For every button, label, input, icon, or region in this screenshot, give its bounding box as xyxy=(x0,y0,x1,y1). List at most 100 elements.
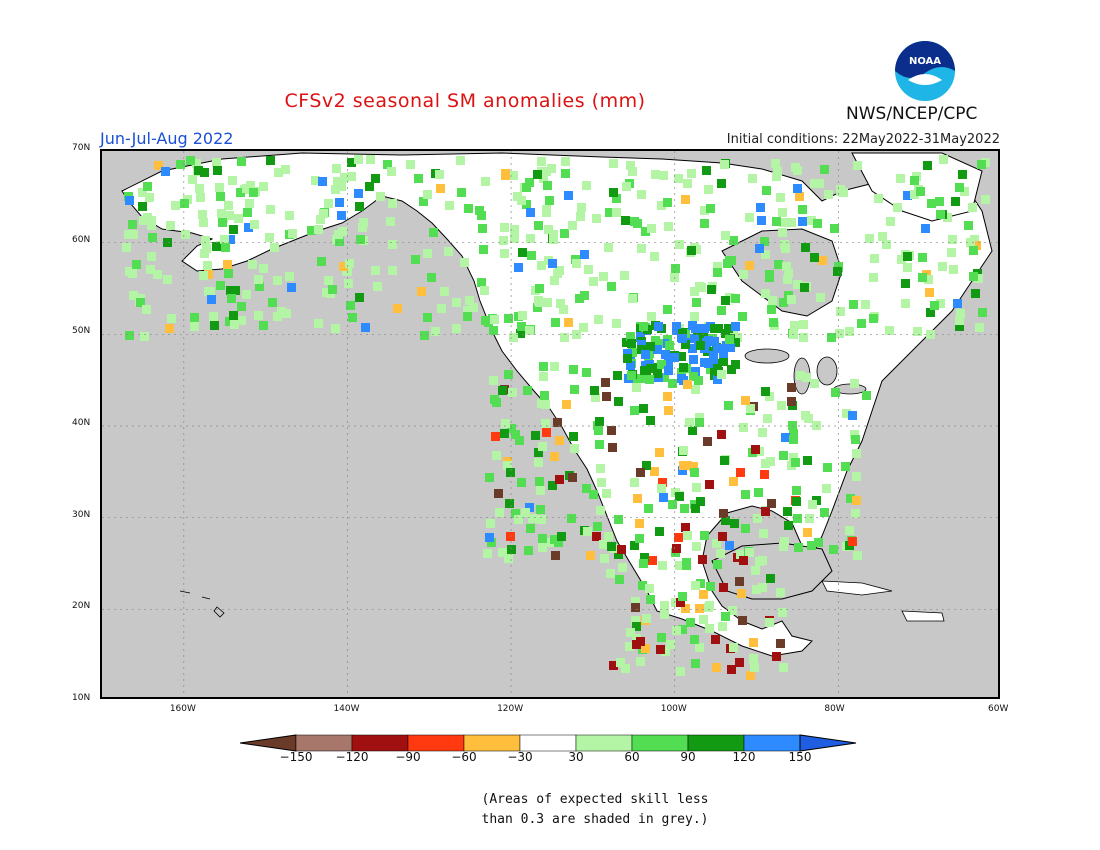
logo-text: NOAA xyxy=(909,56,941,67)
anomaly-cell xyxy=(969,246,978,255)
anomaly-cell xyxy=(444,247,453,256)
anomaly-cell xyxy=(659,493,668,502)
anomaly-cell xyxy=(681,340,690,349)
anomaly-cell xyxy=(646,416,655,425)
anomaly-cell xyxy=(745,261,754,270)
anomaly-cell xyxy=(534,458,543,467)
anomaly-cell xyxy=(845,526,854,535)
anomaly-cell xyxy=(771,159,780,168)
lat-tick-label: 50N xyxy=(72,326,91,337)
anomaly-cell xyxy=(277,307,286,316)
anomaly-cell xyxy=(509,333,518,342)
anomaly-cell xyxy=(896,174,905,183)
anomaly-cell xyxy=(700,324,709,333)
anomaly-cell xyxy=(663,198,672,207)
lat-tick-label: 70N xyxy=(72,143,91,153)
anomaly-cell xyxy=(510,234,519,243)
anomaly-cell xyxy=(548,259,557,268)
anomaly-cell xyxy=(728,606,737,615)
anomaly-cell xyxy=(779,451,788,460)
anomaly-cell xyxy=(727,365,736,374)
anomaly-cell xyxy=(696,497,705,506)
anomaly-cell xyxy=(560,229,569,238)
anomaly-cell xyxy=(678,334,687,343)
anomaly-cell xyxy=(731,338,740,347)
anomaly-cell xyxy=(494,489,503,498)
anomaly-cell xyxy=(688,321,697,330)
anomaly-cell xyxy=(609,188,618,197)
anomaly-cell xyxy=(166,221,175,230)
anomaly-cell xyxy=(692,245,701,254)
anomaly-cell xyxy=(423,313,432,322)
anomaly-cell xyxy=(621,664,630,673)
anomaly-cell xyxy=(518,248,527,257)
anomaly-cell xyxy=(489,326,498,335)
anomaly-cell xyxy=(807,541,816,550)
anomaly-cell xyxy=(738,616,747,625)
anomaly-cell xyxy=(386,217,395,226)
anomaly-cell xyxy=(720,160,729,169)
anomaly-cell xyxy=(964,221,973,230)
anomaly-cell xyxy=(791,163,800,172)
anomaly-cell xyxy=(765,618,774,627)
anomaly-cell xyxy=(655,448,664,457)
colorbar-label: 60 xyxy=(624,750,640,764)
anomaly-cell xyxy=(604,532,613,541)
anomaly-cell xyxy=(691,385,700,394)
anomaly-cell xyxy=(778,608,787,617)
anomaly-cell xyxy=(527,251,536,260)
anomaly-cell xyxy=(627,339,636,348)
anomaly-cell xyxy=(927,199,936,208)
initial-conditions-label: Initial conditions: 22May2022-31May2022 xyxy=(726,132,1000,147)
anomaly-cell xyxy=(664,366,673,375)
anomaly-cell xyxy=(668,500,677,509)
anomaly-cell xyxy=(200,249,209,258)
anomaly-cell xyxy=(388,266,397,275)
anomaly-cell xyxy=(622,182,631,191)
anomaly-cell xyxy=(535,477,544,486)
anomaly-cell xyxy=(605,208,614,217)
anomaly-cell xyxy=(779,218,788,227)
anomaly-cell xyxy=(237,302,246,311)
anomaly-cell xyxy=(221,243,230,252)
anomaly-cell xyxy=(688,344,697,353)
anomaly-cell xyxy=(613,371,622,380)
anomaly-cell xyxy=(798,205,807,214)
anomaly-cell xyxy=(981,195,990,204)
anomaly-cell xyxy=(510,225,519,234)
anomaly-cell xyxy=(739,270,748,279)
anomaly-cell xyxy=(537,157,546,166)
anomaly-cell xyxy=(781,433,790,442)
anomaly-cell xyxy=(644,355,653,364)
anomaly-cell xyxy=(218,218,227,227)
anomaly-cell xyxy=(511,509,520,518)
anomaly-cell xyxy=(543,298,552,307)
anomaly-cell xyxy=(893,203,902,212)
anomaly-cell xyxy=(620,271,629,280)
anomaly-cell xyxy=(710,337,719,346)
anomaly-cell xyxy=(641,227,650,236)
anomaly-cell xyxy=(522,200,531,209)
anomaly-cell xyxy=(761,289,770,298)
anomaly-cell xyxy=(504,314,513,323)
anomaly-cell xyxy=(555,475,564,484)
anomaly-cell xyxy=(570,385,579,394)
anomaly-cell xyxy=(749,654,758,663)
anomaly-cell xyxy=(706,204,715,213)
anomaly-cell xyxy=(128,220,137,229)
anomaly-cell xyxy=(176,160,185,169)
anomaly-cell xyxy=(783,507,792,516)
anomaly-cell xyxy=(572,259,581,268)
anomaly-cell xyxy=(765,392,774,401)
anomaly-cell xyxy=(679,446,688,455)
colorbar-label: −150 xyxy=(279,750,313,764)
anomaly-cell xyxy=(773,167,782,176)
anomaly-cell xyxy=(595,440,604,449)
anomaly-cell xyxy=(675,561,684,570)
anomaly-cell xyxy=(719,349,728,358)
anomaly-cell xyxy=(582,368,591,377)
anomaly-cell xyxy=(427,273,436,282)
lat-tick-label: 60N xyxy=(72,234,91,245)
anomaly-cell xyxy=(555,266,564,275)
anomaly-cell xyxy=(783,275,792,284)
